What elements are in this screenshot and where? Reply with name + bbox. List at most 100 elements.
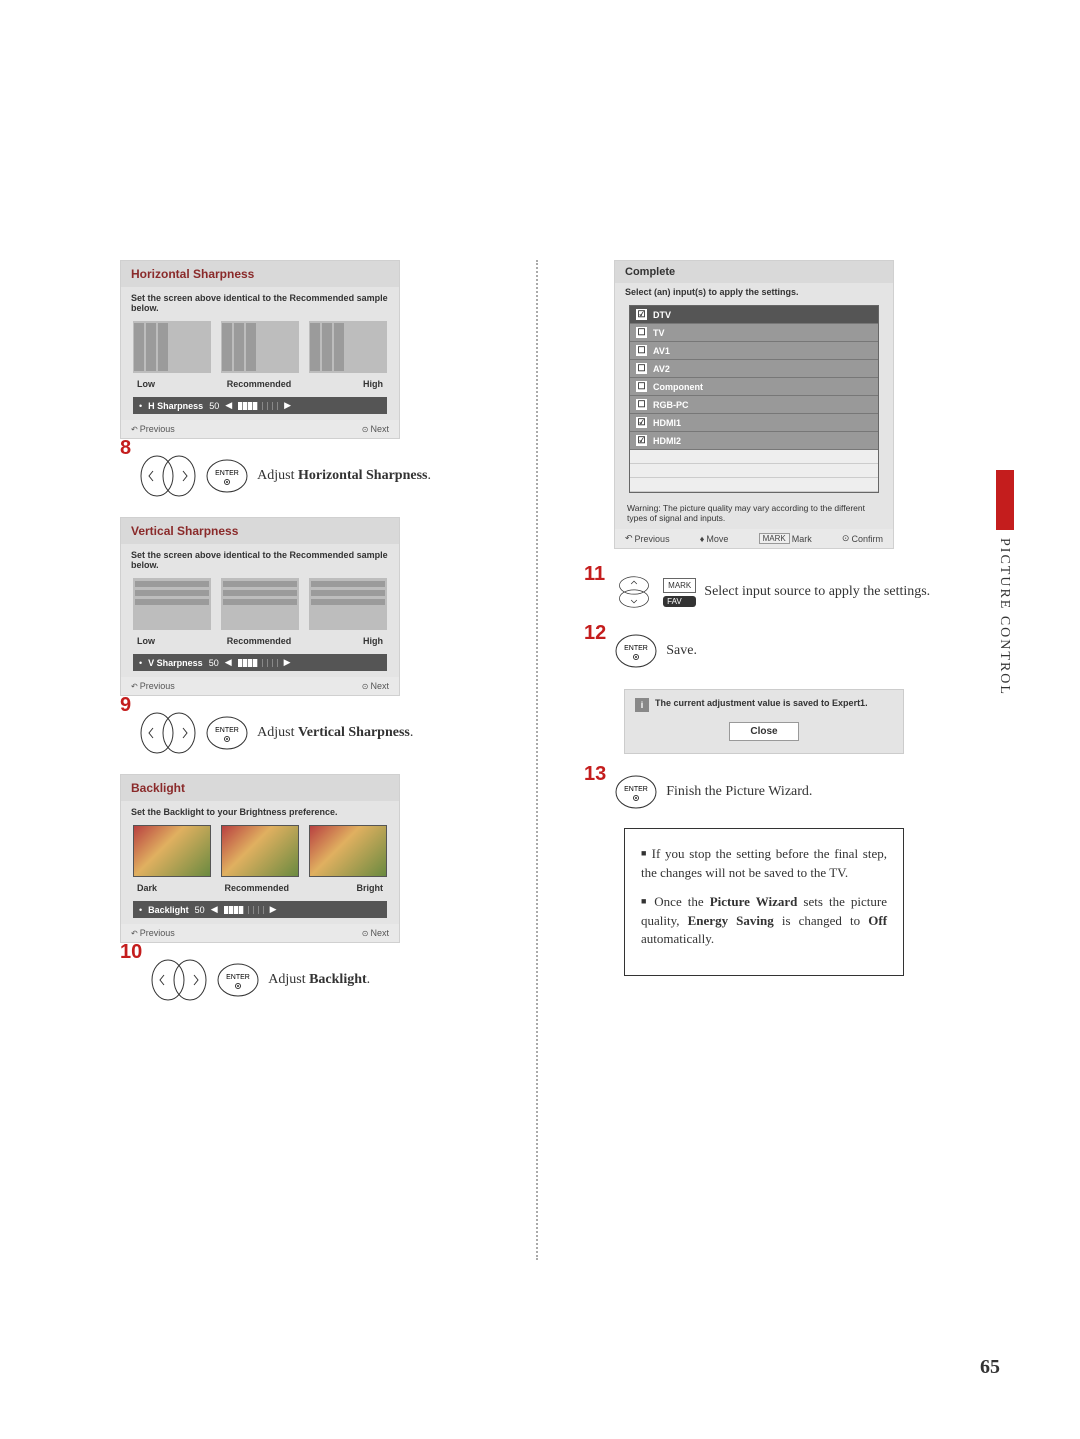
nav-next[interactable]: ⊙Next — [362, 928, 389, 938]
input-row[interactable]: ☐AV1 — [630, 342, 878, 360]
input-label: TV — [653, 328, 665, 338]
step-11: 11 MARK FAV Select input source to apply… — [584, 569, 954, 615]
checkbox-icon[interactable]: ☐ — [636, 345, 647, 356]
step-8: 8 ENTER Adjust Horizontal Sharpness. — [120, 453, 490, 499]
label-dark: Dark — [137, 883, 157, 893]
nav-move[interactable]: ♦Move — [700, 533, 729, 544]
enter-button-icon[interactable]: ENTER — [614, 774, 658, 810]
checkbox-icon[interactable]: ☐ — [636, 363, 647, 374]
left-right-nav-icon[interactable] — [139, 710, 197, 756]
nav-confirm[interactable]: ⊙Confirm — [842, 533, 883, 544]
left-arrow-icon[interactable]: ◀ — [225, 400, 232, 411]
input-row[interactable]: ☐ RGB-PC — [630, 396, 878, 414]
checkbox-icon[interactable]: ☐ — [636, 399, 647, 410]
panel-instruction: Set the screen above identical to the Re… — [121, 287, 399, 317]
step-text: Select input source to apply the setting… — [704, 583, 930, 602]
right-arrow-icon[interactable]: ▶ — [270, 904, 277, 915]
left-arrow-icon[interactable]: ◀ — [225, 657, 232, 668]
input-row[interactable]: ☑ HDMI1 — [630, 414, 878, 432]
checkbox-icon[interactable]: ☑ — [636, 309, 647, 320]
slider-value: 50 — [209, 401, 219, 411]
label-high: High — [363, 636, 383, 646]
up-down-nav-icon[interactable] — [613, 569, 655, 615]
enter-button-icon[interactable]: ENTER — [216, 962, 260, 998]
section-label: PICTURE CONTROL — [996, 538, 1012, 696]
step-13: 13 ENTER Finish the Picture Wizard. — [584, 774, 954, 810]
nav-previous[interactable]: ↶Previous — [131, 681, 175, 691]
save-confirmation-box: i The current adjustment value is saved … — [624, 689, 904, 754]
input-label: RGB-PC — [653, 400, 689, 410]
sample-image-recommended — [221, 825, 299, 877]
step-text: Adjust Vertical Sharpness. — [257, 724, 413, 743]
label-bright: Bright — [356, 883, 383, 893]
sample-row — [121, 821, 399, 881]
note-item: If you stop the setting before the final… — [641, 845, 887, 883]
svg-text:ENTER: ENTER — [226, 974, 250, 981]
v-sharpness-slider[interactable]: • V Sharpness 50 ◀ ▶ — [133, 654, 387, 671]
checkbox-icon[interactable]: ☑ — [636, 417, 647, 428]
nav-mark[interactable]: MARKMark — [759, 533, 812, 544]
step-text: Save. — [666, 642, 697, 661]
svg-text:ENTER: ENTER — [624, 786, 648, 793]
enter-button-icon[interactable]: ENTER — [205, 458, 249, 494]
h-sharpness-slider[interactable]: • H Sharpness 50 ◀ ▶ — [133, 397, 387, 414]
nav-previous[interactable]: ↶Previous — [131, 928, 175, 938]
left-right-nav-icon[interactable] — [139, 453, 197, 499]
input-row[interactable]: ☐ Component — [630, 378, 878, 396]
enter-button-icon[interactable]: ENTER — [614, 633, 658, 669]
dot-icon: ⊙ — [842, 533, 850, 544]
label-high: High — [363, 379, 383, 389]
slider-label: V Sharpness — [148, 658, 203, 668]
checkbox-icon[interactable]: ☐ — [636, 327, 647, 338]
return-icon: ↶ — [625, 533, 633, 544]
nav-next[interactable]: ⊙Next — [362, 424, 389, 434]
step-number: 12 — [584, 622, 606, 645]
left-arrow-icon[interactable]: ◀ — [211, 904, 218, 915]
page-number: 65 — [980, 1356, 1000, 1379]
label-recommended: Recommended — [227, 636, 292, 646]
fav-badge[interactable]: FAV — [663, 596, 696, 607]
step-10: 10 ENTER Adjust Backlight. — [120, 957, 490, 1003]
close-button[interactable]: Close — [729, 722, 799, 741]
label-recommended: Recommended — [227, 379, 292, 389]
updown-icon: ♦ — [700, 534, 705, 544]
step-text: Adjust Horizontal Sharpness. — [257, 467, 431, 486]
input-row[interactable]: ☑ HDMI2 — [630, 432, 878, 450]
label-low: Low — [137, 379, 155, 389]
enter-button-icon[interactable]: ENTER — [205, 715, 249, 751]
input-row[interactable]: ☐ TV — [630, 324, 878, 342]
backlight-slider[interactable]: • Backlight 50 ◀ ▶ — [133, 901, 387, 918]
save-message: The current adjustment value is saved to… — [655, 698, 868, 708]
step-12: 12 ENTER Save. — [584, 633, 954, 669]
notes-box: If you stop the setting before the final… — [624, 828, 904, 976]
input-label: HDMI1 — [653, 418, 681, 428]
input-label: HDMI2 — [653, 436, 681, 446]
panel-title: Horizontal Sharpness — [121, 261, 399, 287]
backlight-panel: Backlight Set the Backlight to your Brig… — [120, 774, 400, 943]
nav-next[interactable]: ⊙Next — [362, 681, 389, 691]
label-low: Low — [137, 636, 155, 646]
step-9: 9 ENTER Adjust Vertical Sharpness. — [120, 710, 490, 756]
input-row[interactable]: ☐AV2 — [630, 360, 878, 378]
checkbox-icon[interactable]: ☐ — [636, 381, 647, 392]
panel-instruction: Set the Backlight to your Brightness pre… — [121, 801, 399, 821]
return-icon: ↶ — [131, 682, 138, 691]
info-icon: i — [635, 698, 649, 712]
right-arrow-icon[interactable]: ▶ — [284, 657, 291, 668]
right-arrow-icon[interactable]: ▶ — [284, 400, 291, 411]
sample-image-dark — [133, 825, 211, 877]
vertical-sharpness-panel: Vertical Sharpness Set the screen above … — [120, 517, 400, 696]
nav-previous[interactable]: ↶Previous — [625, 533, 670, 544]
dot-icon: ⊙ — [362, 425, 369, 434]
panel-warning: Warning: The picture quality may vary ac… — [615, 499, 893, 529]
input-row[interactable]: ☑ DTV — [630, 306, 878, 324]
input-label: DTV — [653, 310, 671, 320]
input-label: Component — [653, 382, 703, 392]
nav-previous[interactable]: ↶Previous — [131, 424, 175, 434]
left-right-nav-icon[interactable] — [150, 957, 208, 1003]
horizontal-sharpness-panel: Horizontal Sharpness Set the screen abov… — [120, 260, 400, 439]
checkbox-icon[interactable]: ☑ — [636, 435, 647, 446]
step-number: 10 — [120, 941, 142, 964]
step-number: 8 — [120, 437, 131, 460]
mark-badge[interactable]: MARK — [663, 578, 696, 593]
